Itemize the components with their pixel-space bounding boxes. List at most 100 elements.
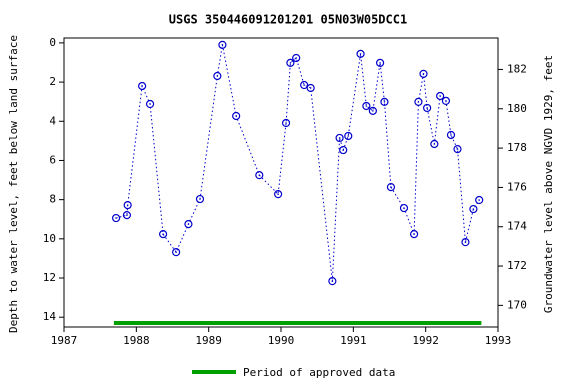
- y2-tick-label: 180: [507, 102, 527, 115]
- data-point-center: [347, 135, 350, 137]
- data-point: [281, 118, 291, 128]
- data-point: [409, 230, 419, 239]
- data-point: [380, 97, 389, 106]
- x-tick-label: 1993: [485, 334, 512, 347]
- data-point-center: [372, 110, 374, 112]
- data-point-center: [216, 75, 219, 77]
- x-tick-label: 1991: [340, 334, 367, 347]
- data-point-center: [285, 122, 287, 124]
- data-point: [286, 58, 295, 67]
- y-axis-label: Depth to water level, feet below land su…: [7, 35, 20, 333]
- data-point-center: [309, 87, 312, 89]
- data-point: [232, 111, 241, 121]
- data-point: [339, 145, 348, 155]
- data-point-center: [115, 217, 117, 219]
- y-tick-label: 6: [49, 153, 56, 166]
- data-point: [414, 97, 423, 106]
- chart-title: USGS 350446091201201 05N03W05DCC1: [169, 13, 407, 27]
- data-point: [419, 69, 428, 78]
- y2-tick-label: 178: [507, 141, 527, 154]
- data-point-center: [141, 85, 143, 87]
- x-tick-label: 1989: [195, 334, 222, 347]
- data-point-center: [445, 100, 447, 102]
- data-point: [218, 40, 227, 49]
- y-tick-label: 4: [49, 114, 56, 127]
- data-point-center: [433, 143, 436, 145]
- data-point: [123, 201, 132, 210]
- legend-label: Period of approved data: [243, 366, 395, 379]
- data-point-center: [126, 214, 128, 216]
- data-point-center: [175, 251, 177, 253]
- data-point-center: [403, 207, 405, 209]
- data-point-center: [277, 193, 279, 195]
- data-point: [423, 103, 432, 113]
- data-point: [362, 101, 371, 111]
- data-point: [195, 194, 205, 204]
- data-point-center: [365, 105, 368, 107]
- y-tick-label: 0: [49, 36, 56, 49]
- data-point-center: [126, 204, 129, 206]
- data-point-center: [390, 186, 392, 188]
- data-point: [399, 203, 409, 213]
- y-tick-label: 12: [43, 271, 56, 284]
- data-point: [453, 144, 462, 154]
- plot-frame: [63, 37, 499, 328]
- data-line: [115, 44, 480, 282]
- data-point-center: [162, 233, 164, 235]
- data-point-center: [379, 62, 381, 64]
- data-point-center: [221, 44, 224, 46]
- data-point-center: [439, 95, 441, 97]
- data-point-center: [478, 199, 480, 201]
- data-point: [306, 83, 315, 93]
- data-point: [386, 183, 396, 192]
- data-point: [138, 81, 147, 91]
- data-point-center: [187, 223, 190, 225]
- data-point-center: [199, 198, 201, 200]
- data-point: [184, 220, 193, 229]
- y-tick-label: 2: [49, 75, 56, 88]
- data-point-center: [235, 115, 237, 117]
- data-point-center: [450, 134, 452, 136]
- data-point-center: [422, 73, 425, 75]
- x-tick-label: 1988: [123, 334, 150, 347]
- data-point-center: [342, 149, 345, 151]
- data-point-center: [149, 103, 151, 105]
- data-point-center: [338, 137, 341, 139]
- data-point: [375, 58, 385, 67]
- data-point: [475, 195, 484, 205]
- data-point: [469, 204, 478, 214]
- data-point: [274, 190, 283, 199]
- data-point: [430, 139, 439, 149]
- data-point-center: [383, 101, 386, 103]
- data-point: [122, 211, 132, 220]
- x-tick-label: 1987: [51, 334, 78, 347]
- data-point: [111, 213, 121, 223]
- data-point-center: [426, 107, 428, 109]
- data-point: [172, 248, 181, 257]
- data-point-center: [417, 101, 420, 103]
- data-point: [255, 171, 264, 180]
- data-point: [446, 130, 456, 140]
- data-point-center: [359, 53, 362, 55]
- y2-axis-label: Groundwater level above NGVD 1929, feet: [542, 55, 555, 313]
- data-point-center: [464, 241, 467, 243]
- data-point: [356, 49, 365, 58]
- y-tick-label: 10: [43, 232, 56, 245]
- data-point-center: [472, 208, 475, 210]
- x-tick-label: 1990: [268, 334, 295, 347]
- y-tick-label: 14: [43, 310, 57, 323]
- data-point-center: [295, 57, 297, 59]
- data-point: [300, 80, 309, 90]
- data-point-center: [413, 233, 415, 235]
- y2-tick-label: 176: [507, 180, 527, 193]
- data-point-center: [303, 84, 305, 86]
- data-point: [441, 96, 451, 105]
- y2-tick-label: 174: [507, 220, 527, 233]
- y-tick-label: 8: [49, 193, 56, 206]
- data-point: [368, 106, 377, 115]
- data-point: [436, 91, 445, 101]
- y2-tick-label: 170: [507, 298, 527, 311]
- data-point-center: [456, 148, 459, 150]
- data-point-center: [258, 174, 261, 176]
